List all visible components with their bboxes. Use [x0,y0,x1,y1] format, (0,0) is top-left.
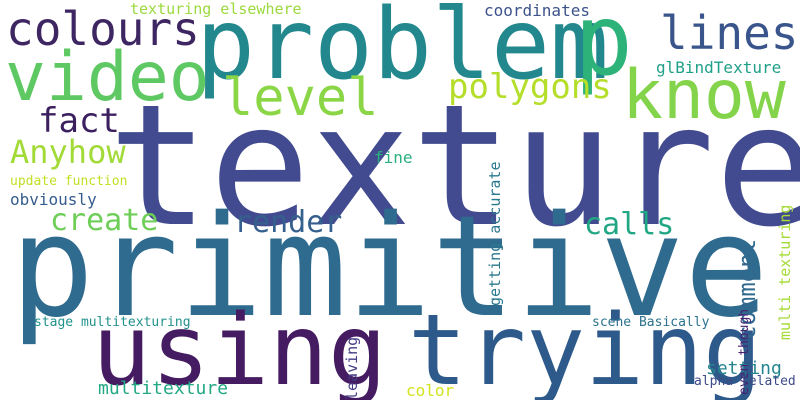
word-primitive: primitive [10,186,769,349]
word-scene-basically: scene Basically [592,315,710,330]
word-anyhow: Anyhow [10,133,126,171]
word-leaving: leaving [343,336,361,400]
word-render: render [234,205,343,240]
word-lines: lines [660,6,799,60]
word-polygons: polygons [448,67,612,107]
word-calls: calls [584,207,675,242]
word-multi-texturing: multi texturing [776,204,794,340]
word-texture: texture [108,68,800,264]
word-alpha-related: alpha related [694,374,796,389]
word-multitexture: multitexture [98,378,229,399]
word-level: level [222,68,379,128]
word-setting: setting [706,358,782,379]
word-problem: problem [196,0,610,102]
word-trying: trying [408,294,763,400]
word-video: video [5,38,210,117]
word-colours: colours [6,2,200,56]
word-fine: fine [374,148,413,167]
word-update-function: update function [10,174,128,189]
word-obviously: obviously [10,190,97,209]
word-know: know [622,56,786,135]
word-texturing-elsewhere: texturing elsewhere [130,0,302,18]
word-getting-accurate: getting accurate [486,161,504,307]
word-glbindtexture: glBindTexture [656,58,782,77]
word-stage-multitexturing: stage multitexturing [34,315,191,330]
word-fact: fact [38,101,120,141]
word-color: color [406,381,455,400]
word-using: using [92,294,388,400]
word-create: create [50,203,159,238]
word-p: p [574,0,634,98]
word-coordinates: coordinates [484,1,590,20]
